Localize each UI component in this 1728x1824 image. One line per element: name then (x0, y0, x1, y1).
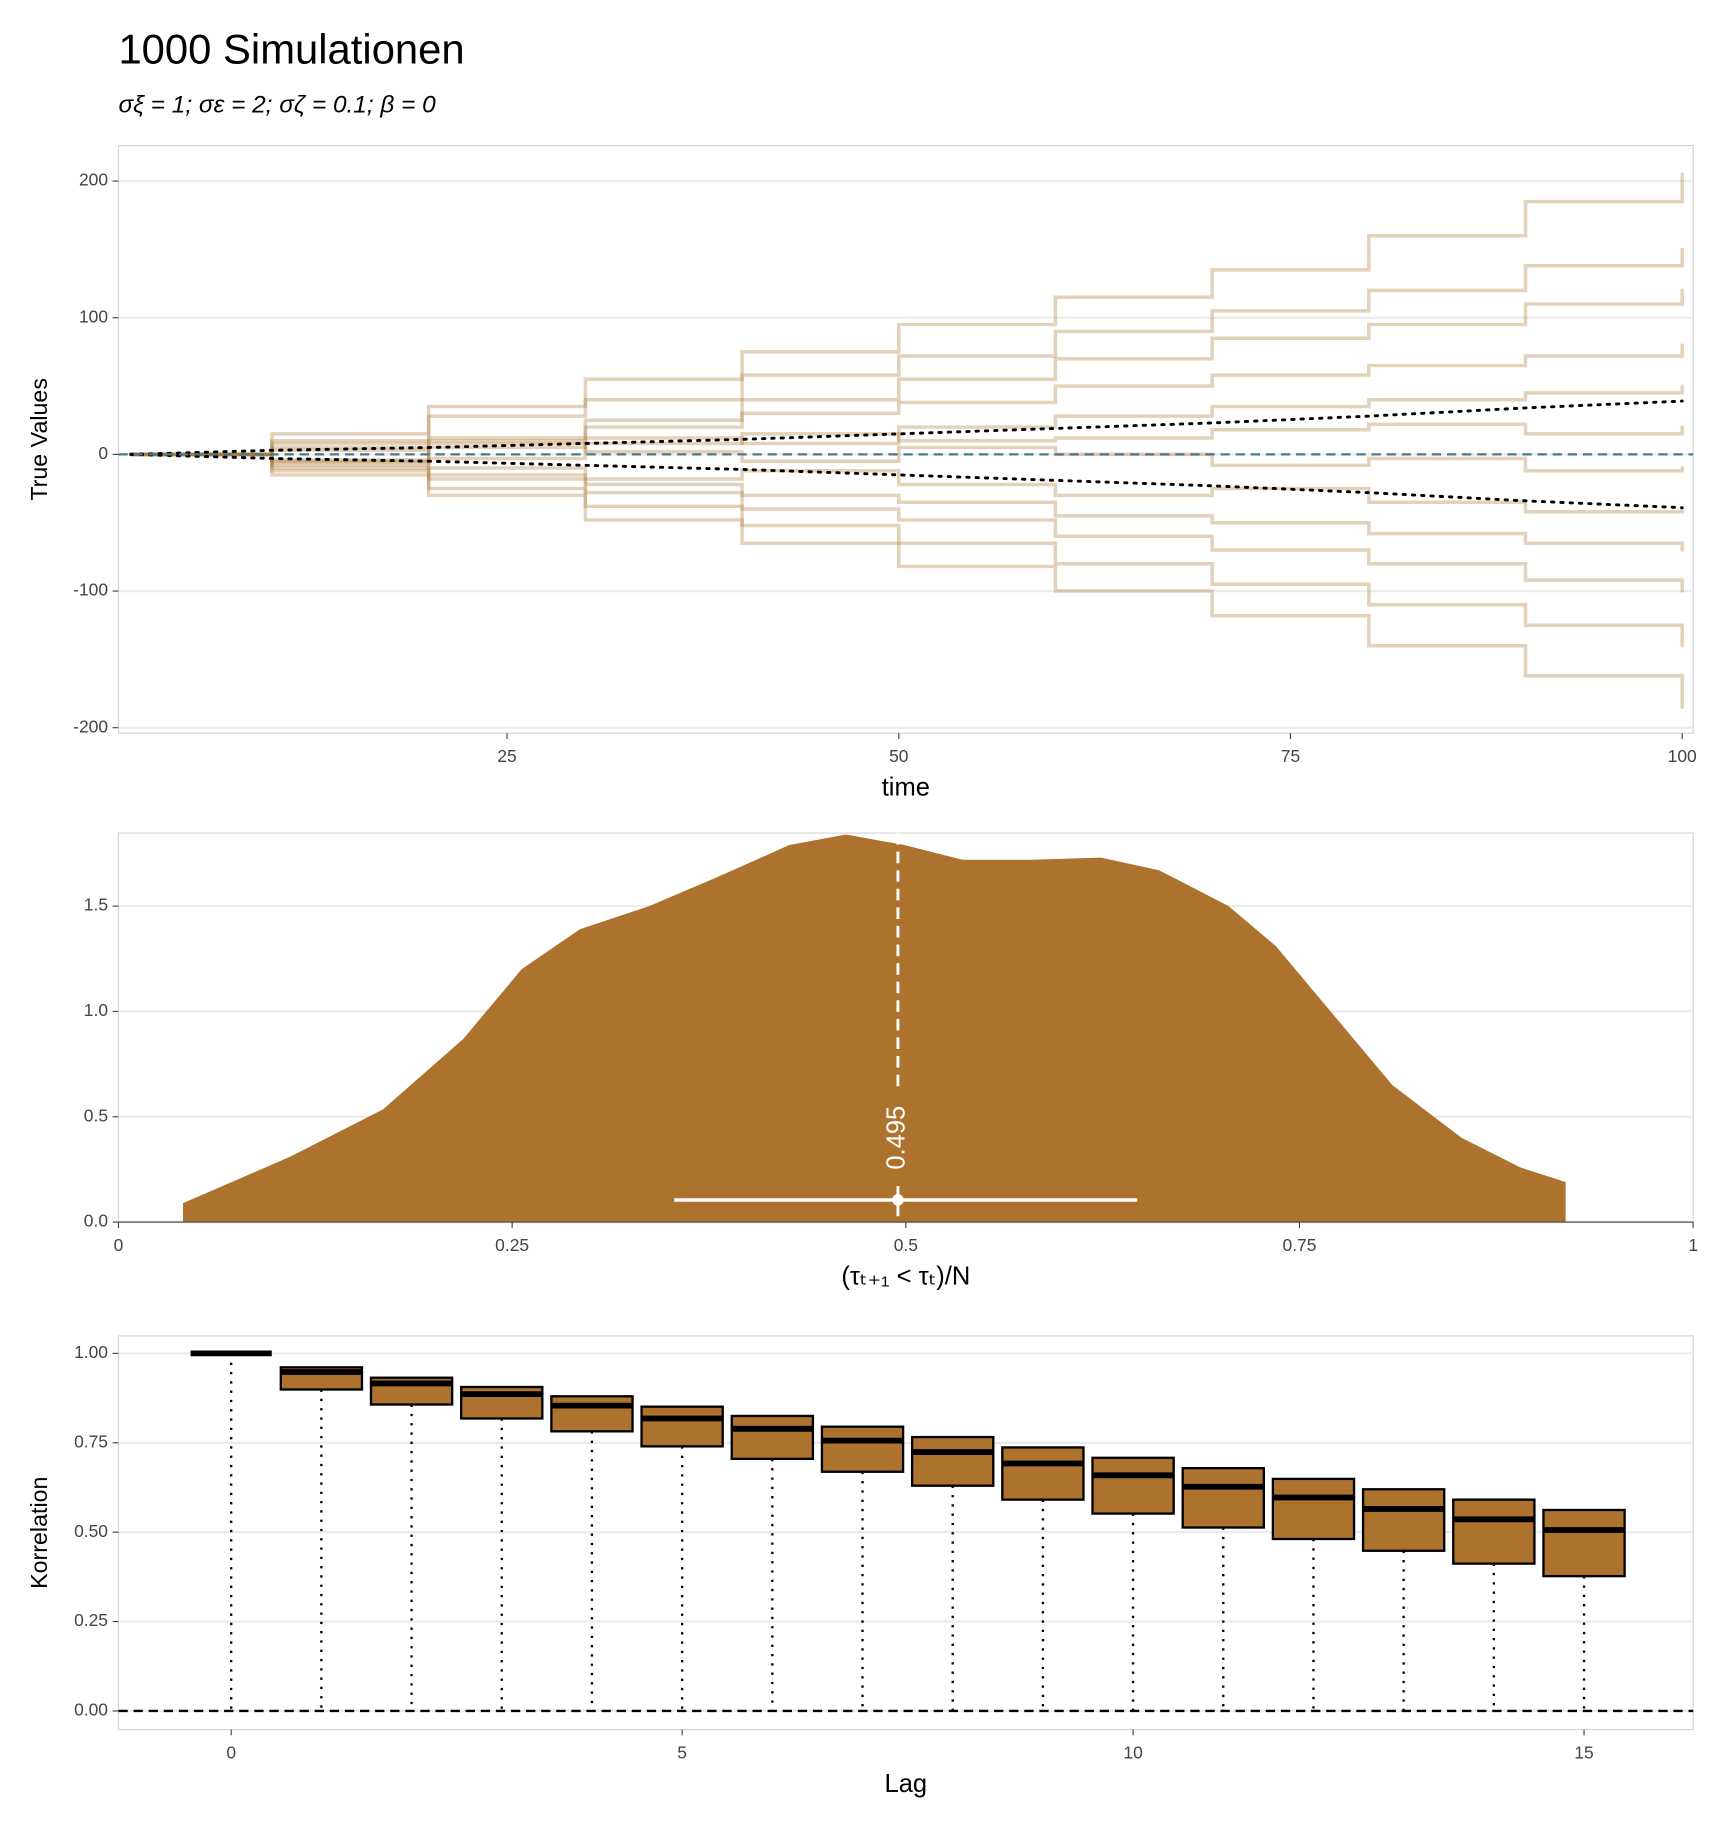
simulation-line (129, 452, 1684, 593)
simulation-line (129, 384, 1684, 465)
box (1181, 1467, 1266, 1529)
simulation-line (129, 452, 1684, 552)
y-tick-label: 0.00 (74, 1700, 108, 1720)
panel (117, 144, 1694, 734)
y-tick-label: 0.25 (74, 1610, 108, 1630)
x-tick-label: 10 (1123, 1743, 1142, 1763)
x-tick-label: 100 (1668, 746, 1697, 766)
y-tick-label: 0.75 (74, 1431, 108, 1451)
y-tick-label: -100 (73, 580, 108, 600)
box (640, 1405, 724, 1448)
simulation-line (129, 172, 1684, 457)
y-tick-label: 1.5 (84, 895, 108, 915)
label-bg (881, 1091, 915, 1185)
chart-subtitle: σξ = 1; σε = 2; σζ = 0.1; β = 0 (118, 92, 436, 119)
box (910, 1435, 995, 1487)
box (730, 1414, 815, 1461)
x-tick-label: 1 (1688, 1235, 1698, 1255)
y-tick-label: 200 (79, 170, 108, 190)
simulation-line (129, 452, 1684, 709)
y-tick-label: -200 (73, 716, 108, 736)
y-tick-label: 0.50 (74, 1521, 108, 1541)
box (1271, 1477, 1356, 1541)
x-axis-label: (τₜ₊₁ < τₜ)/N (841, 1263, 970, 1291)
y-axis-label: True Values (26, 378, 52, 501)
dotted-line (129, 399, 1684, 456)
y-tick-label: 0.5 (84, 1105, 108, 1125)
y-tick-label: 1.0 (84, 1000, 108, 1020)
median-point (892, 1194, 904, 1206)
x-tick-label: 0.25 (495, 1235, 529, 1255)
simulation-line (129, 343, 1684, 457)
median-label: 0.495 (883, 1106, 911, 1170)
dotted-line (129, 452, 1684, 510)
x-tick-label: 0 (114, 1235, 124, 1255)
y-tick-label: 0 (98, 443, 108, 463)
x-axis-label: time (882, 774, 930, 802)
chart-title: 1000 Simulationen (118, 26, 464, 73)
simulation-line (129, 247, 1684, 457)
y-tick-label: 0.0 (84, 1211, 108, 1231)
x-tick-label: 50 (889, 746, 908, 766)
box (1452, 1498, 1536, 1565)
density-area (183, 834, 1566, 1223)
y-axis-label: Korrelation (26, 1477, 52, 1589)
y-tick-label: 100 (79, 306, 108, 326)
box (1001, 1446, 1085, 1501)
x-tick-label: 0.75 (1283, 1235, 1317, 1255)
x-tick-label: 0 (226, 1743, 236, 1763)
x-tick-label: 75 (1281, 746, 1300, 766)
box (1361, 1488, 1446, 1552)
x-tick-label: 15 (1574, 1743, 1593, 1763)
y-tick-label: 1.00 (74, 1342, 108, 1362)
x-tick-label: 0.5 (894, 1235, 918, 1255)
simulation-line (129, 452, 1684, 648)
box (1091, 1456, 1175, 1515)
x-axis-label: Lag (885, 1770, 928, 1798)
box (550, 1395, 634, 1433)
x-tick-label: 5 (677, 1743, 687, 1763)
x-tick-label: 25 (497, 746, 516, 766)
simulation-line (129, 422, 1684, 461)
box (820, 1425, 905, 1473)
box (1542, 1508, 1626, 1578)
simulation-line (129, 452, 1684, 514)
